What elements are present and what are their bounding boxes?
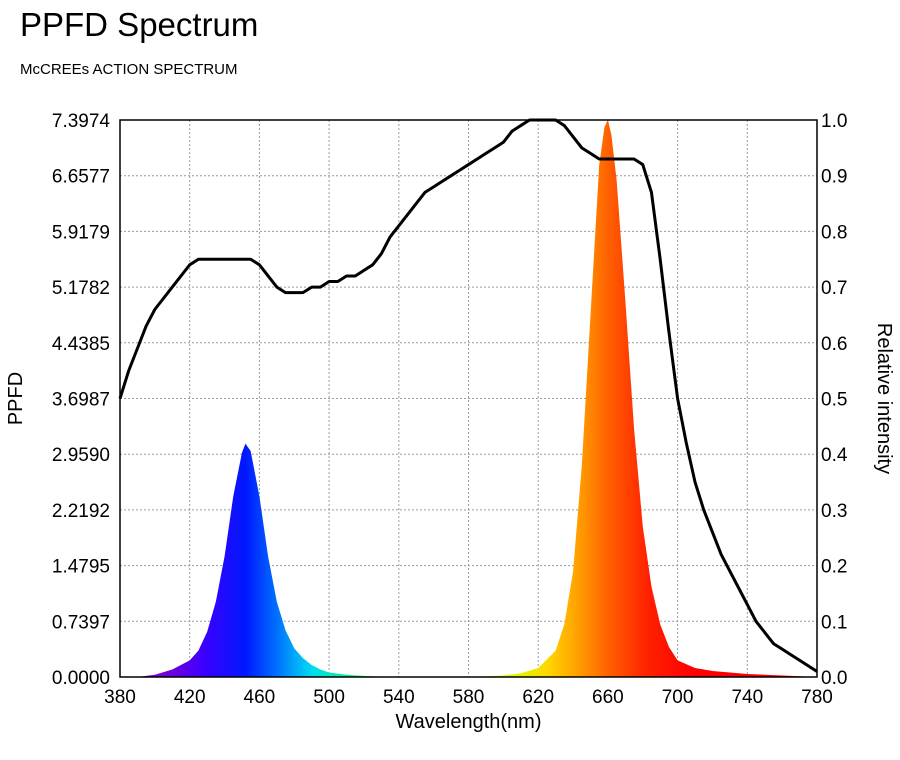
y2-tick-label: 0.9 — [821, 167, 847, 188]
y-tick-label: 5.9179 — [52, 222, 110, 243]
y2-tick-label: 0.3 — [821, 501, 847, 522]
x-tick-label: 740 — [731, 687, 763, 708]
y2-tick-label: 0.0 — [821, 668, 847, 689]
y-tick-label: 1.4795 — [52, 557, 110, 578]
chart-title: PPFD Spectrum — [20, 6, 259, 43]
x-tick-label: 540 — [383, 687, 415, 708]
plot-frame — [119, 119, 818, 678]
y2-tick-label: 0.5 — [821, 390, 847, 411]
y-tick-label: 2.9590 — [52, 445, 110, 466]
spectrum-areas — [120, 119, 817, 678]
y-tick-label: 7.3974 — [52, 111, 111, 132]
y2-tick-label: 0.6 — [821, 334, 847, 355]
x-tick-label: 780 — [801, 687, 833, 708]
y-tick-label: 5.1782 — [52, 278, 110, 299]
y2-axis-label: Relative intensity — [873, 323, 895, 474]
x-tick-label: 660 — [592, 687, 624, 708]
x-tick-label: 700 — [662, 687, 694, 708]
y2-tick-label: 0.8 — [821, 222, 847, 243]
y-tick-label: 3.6987 — [52, 390, 110, 411]
y2-tick-label: 1.0 — [821, 111, 847, 132]
y2-tick-label: 0.7 — [821, 278, 847, 299]
y2-axis-ticks: 0.0 0.1 0.2 0.3 0.4 0.5 0.6 0.7 0.8 0.9 1.0 — [821, 111, 848, 689]
y-tick-label: 0.0000 — [52, 668, 110, 689]
y-tick-label: 4.4385 — [52, 334, 110, 355]
y-tick-label: 2.2192 — [52, 501, 110, 522]
y-axis-label: PPFD — [5, 372, 27, 425]
red-peak-area — [468, 119, 817, 678]
relative-intensity-curve — [118, 118, 818, 673]
y2-tick-label: 0.1 — [821, 612, 847, 633]
x-tick-label: 420 — [174, 687, 206, 708]
chart-subtitle: McCREEs ACTION SPECTRUM — [20, 61, 238, 78]
x-tick-label: 500 — [313, 687, 345, 708]
y-tick-label: 0.7397 — [52, 612, 110, 633]
y-tick-label: 6.6577 — [52, 167, 110, 188]
x-tick-label: 460 — [244, 687, 276, 708]
y-axis-ticks: 0.0000 0.7397 1.4795 2.2192 2.9590 3.6987 4.43… — [52, 111, 111, 689]
x-axis-ticks: 380 420 460 500 540 580 620 660 700 740 780 — [104, 687, 833, 708]
x-axis-label: Wavelength(nm) — [396, 711, 542, 733]
x-tick-label: 380 — [104, 687, 136, 708]
x-tick-label: 580 — [453, 687, 485, 708]
y2-tick-label: 0.2 — [821, 557, 847, 578]
blue-peak-area — [120, 443, 399, 677]
mccree-action-curve — [118, 118, 818, 673]
y2-tick-label: 0.4 — [821, 445, 848, 466]
x-tick-label: 620 — [522, 687, 554, 708]
